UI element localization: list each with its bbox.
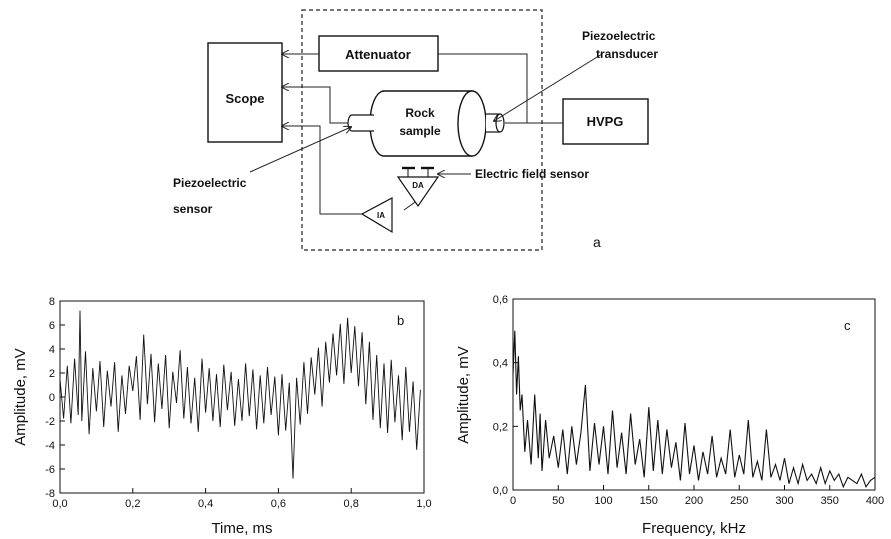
scope-label: Scope: [225, 91, 264, 106]
b-y-tick-label: 2: [49, 368, 55, 380]
b-x-tick-label: 0,0: [52, 498, 67, 510]
b-x-tick-label: 1,0: [416, 498, 431, 510]
da-label: DA: [412, 181, 424, 190]
scope-box: [207, 42, 283, 143]
b-y-tick-label: -6: [45, 464, 55, 476]
b-y-tick-label: 6: [49, 320, 55, 332]
chart-c-x-axis-label: Frequency, kHz: [642, 520, 746, 537]
chart-time-signal: 0,0 0,2 0,4 0,6 0,8 1,0 -8 -6 -4 -2 0 2 4 6 8 b Time, …: [12, 296, 432, 537]
sensor-label-line1: Piezoelectric: [173, 176, 247, 190]
chart-c-ticks: 0 50 100 150 200 250 300 350 400 0,0 0,2 0,4 0,6: [493, 294, 884, 507]
piezoelectric-sensor: [347, 114, 374, 132]
b-y-tick-label: 0: [49, 392, 55, 404]
chart-b-ticks: 0,0 0,2 0,4 0,6 0,8 1,0 -8 -6 -4 -2 0 2 4 6 8: [45, 296, 431, 510]
wire-ia-to-scope: [282, 126, 362, 215]
c-x-tick-label: 400: [866, 495, 884, 507]
c-x-tick-label: 0: [510, 495, 516, 507]
b-y-tick-label: 8: [49, 296, 55, 308]
b-x-tick-label: 0,2: [125, 498, 140, 510]
transducer-label-line1: Piezoelectric: [582, 29, 656, 43]
chart-b-series-line: [59, 310, 421, 479]
b-x-tick-label: 0,8: [344, 498, 359, 510]
sensor-label-line2: sensor: [173, 202, 213, 216]
chart-frequency-spectrum: 0 50 100 150 200 250 300 350 400 0,0 0,2 0,4 0,6 c F…: [455, 294, 884, 537]
rock-sample-label-line2: sample: [399, 124, 441, 138]
attenuator-box: [318, 35, 439, 72]
leader-transducer: [494, 53, 603, 121]
b-y-tick-label: 4: [49, 344, 55, 356]
chart-c-panel-label: c: [844, 318, 851, 333]
hvpg-box: [562, 98, 649, 145]
chart-b-y-axis-label: Amplitude, mV: [12, 348, 29, 446]
c-x-tick-label: 250: [730, 495, 748, 507]
chart-c-y-axis-label: Amplitude, mV: [455, 346, 472, 444]
rock-sample-label-line1: Rock: [405, 106, 435, 120]
c-x-tick-label: 350: [821, 495, 839, 507]
c-x-tick-label: 150: [640, 495, 658, 507]
da-amplifier: [396, 166, 440, 208]
b-y-tick-label: -8: [45, 488, 55, 500]
c-y-tick-label: 0,2: [493, 421, 508, 433]
c-x-tick-label: 300: [775, 495, 793, 507]
b-x-tick-label: 0,6: [271, 498, 286, 510]
wire-sensor-to-scope: [282, 87, 348, 124]
attenuator-label: Attenuator: [345, 47, 411, 62]
b-y-tick-label: -2: [45, 416, 55, 428]
ia-label: IA: [377, 211, 385, 220]
chart-b-frame: [59, 300, 425, 494]
transducer-label-line2: transducer: [596, 47, 658, 61]
chart-c-series-line: [512, 330, 876, 489]
b-x-tick-label: 0,4: [198, 498, 213, 510]
enclosure-dashed-box: [301, 9, 543, 251]
chart-b-x-axis-label: Time, ms: [211, 520, 272, 537]
c-y-tick-label: 0,4: [493, 358, 508, 370]
c-x-tick-label: 200: [685, 495, 703, 507]
leader-sensor: [249, 127, 351, 173]
c-x-tick-label: 100: [594, 495, 612, 507]
chart-b-panel-label: b: [397, 313, 404, 328]
rock-sample-cylinder: [369, 90, 487, 157]
schematic-diagram: Scope Attenuator HVPG Rock sample: [173, 9, 658, 251]
c-y-tick-label: 0,6: [493, 294, 508, 306]
chart-c-frame: [512, 298, 876, 491]
panel-a-label: a: [593, 234, 601, 250]
c-x-tick-label: 50: [552, 495, 564, 507]
hvpg-label: HVPG: [587, 114, 624, 129]
c-y-tick-label: 0,0: [493, 485, 508, 497]
b-y-tick-label: -4: [45, 440, 55, 452]
ia-amplifier: [360, 197, 393, 234]
electric-field-sensor-label: Electric field sensor: [475, 167, 589, 181]
